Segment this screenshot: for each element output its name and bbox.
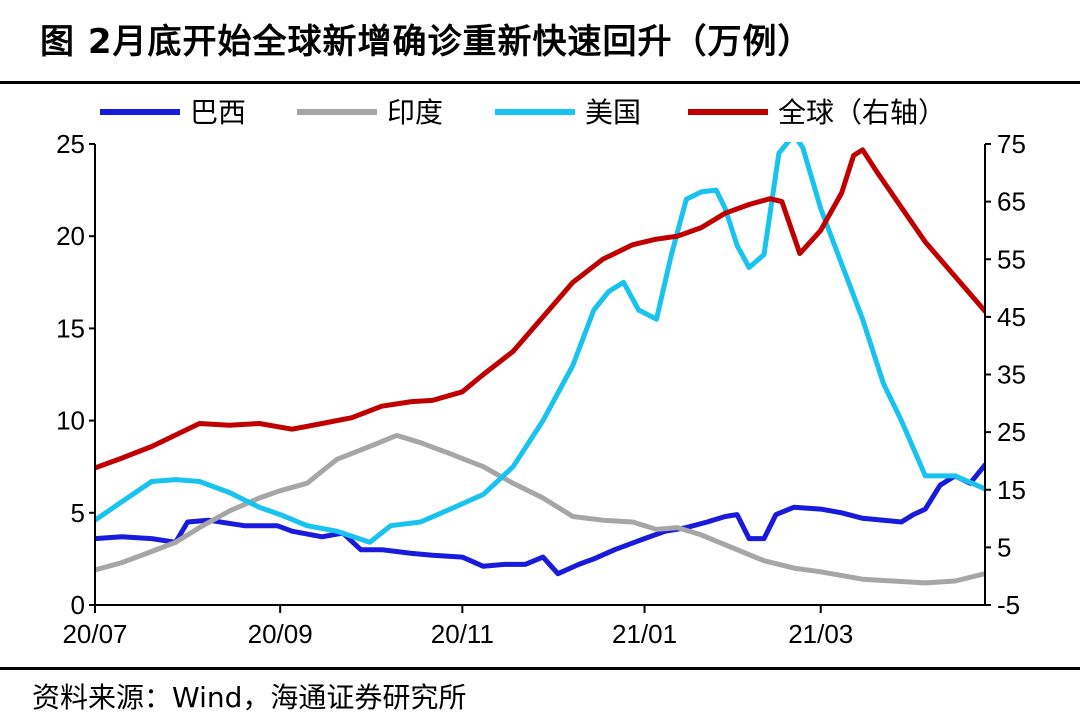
y-right-tick-label: 75	[997, 129, 1026, 159]
source-note: 资料来源：Wind，海通证券研究所	[32, 681, 467, 714]
axes: 0 5 10 15 20 25 -5 5 15 25 35 45 55 65 75 20/07 20/09 20/…	[56, 129, 1026, 649]
y-left-tick-label: 20	[56, 221, 85, 251]
y-left-tick-label: 25	[56, 129, 85, 159]
y-left-tick-label: 15	[56, 313, 85, 343]
line-chart: 巴西 印度 美国 全球（右轴） 0 5 10 15 20 25 -5 5 15 25 35 45 55 65 75…	[56, 96, 1026, 649]
y-right-tick-label: 45	[997, 302, 1026, 332]
y-left-tick-label: 5	[71, 498, 85, 528]
x-tick-label: 20/09	[248, 619, 313, 649]
bottom-rule	[0, 667, 1080, 670]
plot-lines	[95, 142, 985, 586]
y-right-tick-label: 15	[997, 475, 1026, 505]
series-line-usa	[95, 142, 985, 545]
x-tick-label: 21/01	[612, 619, 677, 649]
legend-label-usa: 美国	[585, 96, 641, 129]
legend-label-india: 印度	[387, 96, 443, 129]
y-left-tick-label: 0	[71, 590, 85, 620]
x-tick-label: 20/11	[431, 619, 494, 649]
chart-title: 图 2月底开始全球新增确诊重新快速回升（万例）	[40, 22, 813, 62]
y-right-tick-label: 65	[997, 187, 1026, 217]
series-line-india	[95, 432, 985, 586]
legend-label-global: 全球（右轴）	[778, 96, 946, 129]
y-right-tick-label: 35	[997, 360, 1026, 390]
series-line-brazil	[95, 462, 985, 577]
y-right-tick-label: 25	[997, 417, 1026, 447]
x-tick-label: 21/03	[788, 619, 853, 649]
y-left-tick-label: 10	[56, 406, 85, 436]
top-rule	[0, 81, 1080, 84]
legend: 巴西 印度 美国 全球（右轴）	[100, 96, 946, 129]
series-line-global	[95, 147, 985, 471]
y-right-tick-label: -5	[997, 590, 1020, 620]
y-right-tick-label: 5	[997, 532, 1011, 562]
x-tick-label: 20/07	[62, 619, 127, 649]
y-right-tick-label: 55	[997, 244, 1026, 274]
legend-label-brazil: 巴西	[190, 96, 246, 129]
